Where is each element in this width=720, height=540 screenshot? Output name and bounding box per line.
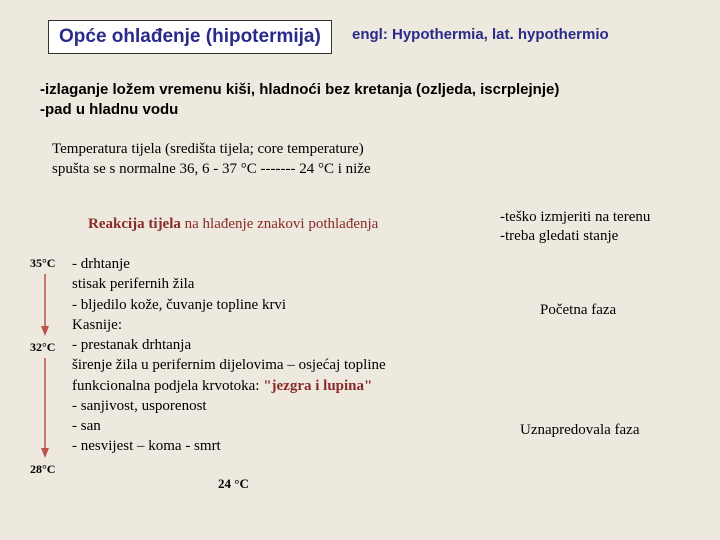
phase-initial: Početna faza bbox=[540, 302, 616, 319]
sym-9: - san bbox=[72, 416, 492, 436]
title-text: Opće ohlađenje (hipotermija) bbox=[59, 26, 321, 47]
note-right: -teško izmjeriti na terenu -treba gledat… bbox=[500, 208, 650, 246]
exposure-line-2: -pad u hladnu vodu bbox=[40, 100, 559, 120]
core-temp-block: Temperatura tijela (središta tijela; cor… bbox=[52, 140, 371, 179]
sym-1: - drhtanje bbox=[72, 254, 492, 274]
note-right-2: -treba gledati stanje bbox=[500, 227, 650, 246]
sym-7a: funkcionalna podjela krvotoka: bbox=[72, 378, 263, 394]
core-line-1: Temperatura tijela (središta tijela; cor… bbox=[52, 140, 371, 160]
note-right-1: -teško izmjeriti na terenu bbox=[500, 208, 650, 227]
arrow-icon-2 bbox=[40, 358, 52, 458]
translations: engl: Hypothermia, lat. hypothermio bbox=[352, 26, 609, 43]
reakcija-rest: na hlađenje znakovi pothlađenja bbox=[181, 216, 378, 232]
phase-advanced: Uznapredovala faza bbox=[520, 422, 640, 439]
reakcija-heading: Reakcija tijela na hlađenje znakovi poth… bbox=[88, 216, 378, 233]
symptoms-block: - drhtanje stisak perifernih žila - blje… bbox=[72, 254, 492, 457]
sym-8: - sanjivost, usporenost bbox=[72, 396, 492, 416]
sym-3: - bljedilo kože, čuvanje topline krvi bbox=[72, 295, 492, 315]
title-box: Opće ohlađenje (hipotermija) bbox=[48, 20, 332, 54]
sym-10: - nesvijest – koma - smrt bbox=[72, 436, 492, 456]
core-line-2: spušta se s normalne 36, 6 - 37 °C -----… bbox=[52, 160, 371, 180]
sym-6: širenje žila u perifernim dijelovima – o… bbox=[72, 355, 492, 375]
reakcija-bold: Reakcija tijela bbox=[88, 216, 181, 232]
exposure-line-1: -izlaganje ložem vremenu kiši, hladnoći … bbox=[40, 80, 559, 100]
final-temp: 24 °C bbox=[218, 476, 249, 492]
temp-35: 35°C bbox=[30, 256, 55, 271]
sym-4: Kasnije: bbox=[72, 315, 492, 335]
sym-7: funkcionalna podjela krvotoka: "jezgra i… bbox=[72, 376, 492, 396]
temp-32: 32°C bbox=[30, 340, 55, 355]
sym-5: - prestanak drhtanja bbox=[72, 335, 492, 355]
temp-28: 28°C bbox=[30, 462, 55, 477]
sym-7b: "jezgra i lupina" bbox=[263, 378, 372, 394]
arrow-icon-1 bbox=[40, 274, 52, 336]
sym-2: stisak perifernih žila bbox=[72, 274, 492, 294]
exposure-block: -izlaganje ložem vremenu kiši, hladnoći … bbox=[40, 80, 559, 119]
